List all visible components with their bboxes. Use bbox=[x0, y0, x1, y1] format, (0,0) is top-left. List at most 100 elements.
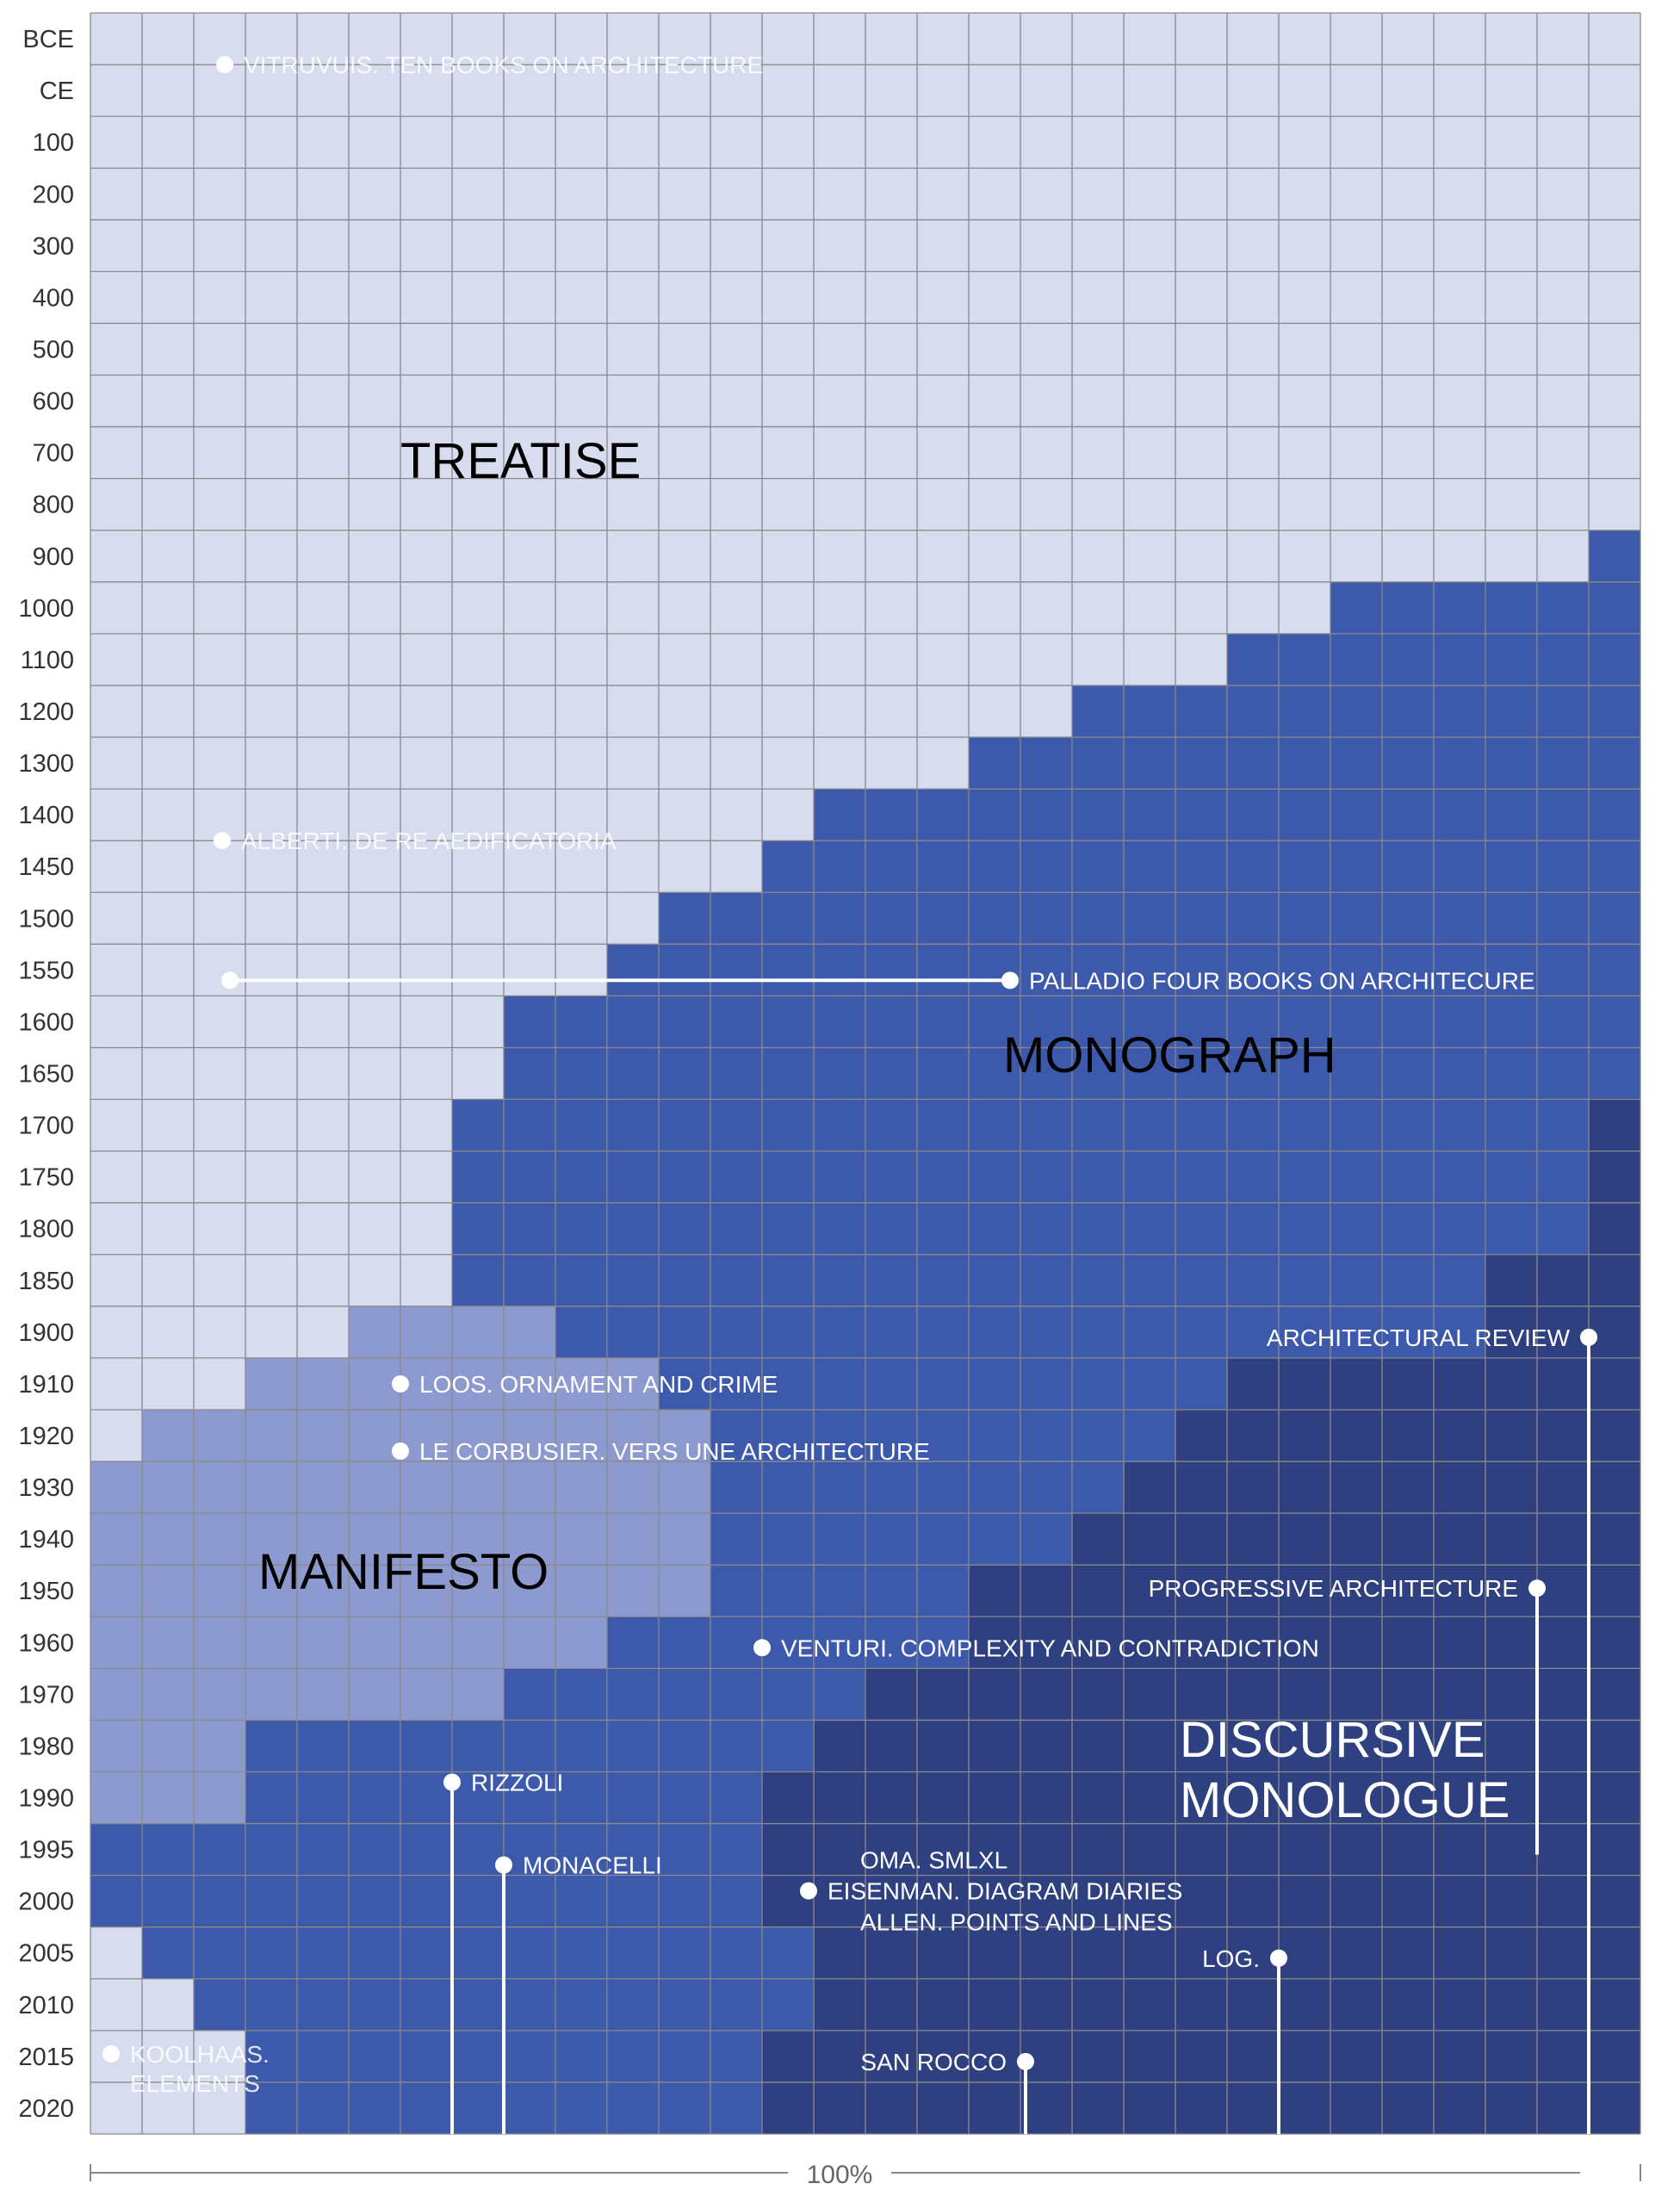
discursive-cell-band-11 bbox=[1589, 1099, 1640, 1151]
annotation-marker bbox=[216, 56, 233, 74]
manifesto-cell-band-16 bbox=[142, 1409, 710, 1462]
y-tick-label: 1850 bbox=[18, 1268, 74, 1295]
annotation-4: LE CORBUSIER. VERS UNE ARCHITECTURE bbox=[392, 1438, 930, 1465]
annotation-8: OMA. SMLXL bbox=[860, 1847, 1007, 1874]
y-tick-label: 1450 bbox=[18, 853, 74, 881]
annotation-2: PALLADIO FOUR BOOKS ON ARCHITECURE bbox=[221, 967, 1535, 994]
treatise-cell-band-7 bbox=[90, 841, 762, 893]
annotation-label: PALLADIO FOUR BOOKS ON ARCHITECURE bbox=[1029, 967, 1535, 994]
monograph-cell-band-7 bbox=[762, 841, 1640, 893]
y-tick-label: 2010 bbox=[18, 1992, 74, 2019]
y-tick-label: 1100 bbox=[21, 647, 74, 674]
annotation-7: MONACELLI bbox=[495, 1852, 662, 2134]
annotation-label: OMA. SMLXL bbox=[860, 1847, 1007, 1874]
region-label-discursive-line2: MONOLOGUE bbox=[1180, 1772, 1510, 1828]
discursive-cell-band-14 bbox=[1485, 1306, 1640, 1358]
treatise-cell-band-14 bbox=[90, 1306, 349, 1358]
discursive-cell-band-18 bbox=[1072, 1513, 1640, 1566]
annotation-label-line2: ELEMENTS bbox=[130, 2070, 260, 2097]
annotation-label: VENTURI. COMPLEXITY AND CONTRADICTION bbox=[781, 1635, 1319, 1661]
y-tick-label: 2005 bbox=[18, 1940, 74, 1968]
annotation-label: ALLEN. POINTS AND LINES bbox=[860, 1909, 1173, 1936]
annotation-marker bbox=[800, 1882, 817, 1900]
annotation-marker bbox=[495, 1856, 512, 1874]
chart-grid bbox=[90, 12, 1641, 2135]
y-tick-label: CE bbox=[40, 78, 74, 105]
annotation-marker bbox=[1270, 1949, 1287, 1967]
manifesto-cell-band-22 bbox=[90, 1720, 245, 1772]
y-tick-label: 800 bbox=[33, 492, 74, 519]
y-tick-label: 100 bbox=[33, 129, 74, 157]
y-tick-label: 1500 bbox=[18, 905, 74, 933]
annotation-marker bbox=[1580, 1328, 1597, 1346]
discursive-cell-band-23 bbox=[762, 1771, 1640, 1824]
y-tick-label: 1700 bbox=[18, 1113, 74, 1140]
y-tick-label: 1940 bbox=[18, 1526, 74, 1554]
treatise-cell-band-11 bbox=[90, 1099, 452, 1151]
annotation-11: ARCHITECTURAL REVIEW bbox=[1267, 1324, 1597, 2134]
annotation-14: SAN ROCCO bbox=[860, 2049, 1034, 2134]
annotation-1: ALBERTI. DE RE AEDIFICATORIA bbox=[214, 828, 617, 854]
y-tick-label: BCE bbox=[22, 26, 74, 53]
treatise-cell-band-5 bbox=[90, 737, 969, 790]
annotation-label: RIZZOLI bbox=[471, 1770, 563, 1796]
y-tick-label: 600 bbox=[33, 388, 74, 416]
y-tick-label: 1900 bbox=[18, 1319, 74, 1347]
y-tick-label: 1800 bbox=[18, 1216, 74, 1244]
treatise-cell-band-15 bbox=[90, 1357, 245, 1410]
annotation-marker bbox=[443, 1773, 461, 1791]
annotation-label: EISENMAN. DIAGRAM DIARIES bbox=[828, 1878, 1182, 1905]
annotation-marker bbox=[214, 832, 231, 850]
x-axis-label: 100% bbox=[807, 2161, 873, 2189]
monograph-cell-band-20 bbox=[607, 1616, 969, 1669]
annotation-marker bbox=[1528, 1579, 1546, 1597]
annotation-label: LOOS. ORNAMENT AND CRIME bbox=[419, 1371, 778, 1398]
monograph-cell-band-8 bbox=[659, 892, 1640, 945]
treatise-cell-band-4 bbox=[90, 685, 1072, 738]
y-tick-label: 1960 bbox=[18, 1629, 74, 1657]
monograph-cell-band-19 bbox=[710, 1565, 969, 1617]
annotation-0: VITRUVUIS. TEN BOOKS ON ARCHITECTURE bbox=[216, 52, 763, 78]
y-tick-label: 2020 bbox=[18, 2095, 74, 2123]
y-tick-label: 1910 bbox=[18, 1371, 74, 1399]
y-tick-label: 1920 bbox=[18, 1423, 74, 1450]
monograph-cell-band-25 bbox=[142, 1926, 814, 1979]
y-axis-tick-labels: BCE CE 100 200 300 400 500 600 700 800 900 1000 1100… bbox=[18, 26, 74, 2123]
annotation-marker bbox=[102, 2044, 120, 2063]
annotation-5: VENTURI. COMPLEXITY AND CONTRADICTION bbox=[753, 1635, 1319, 1661]
y-tick-label: 2015 bbox=[18, 2044, 74, 2071]
annotation-9: EISENMAN. DIAGRAM DIARIES bbox=[800, 1878, 1182, 1905]
annotation-label: KOOLHAAS. bbox=[130, 2041, 270, 2068]
y-tick-label: 1980 bbox=[18, 1733, 74, 1760]
treatise-cell-band-13 bbox=[90, 1254, 452, 1306]
annotation-marker bbox=[1001, 971, 1019, 989]
annotation-6: RIZZOLI bbox=[443, 1770, 563, 2134]
treatise-cell-band-8 bbox=[90, 892, 659, 945]
y-tick-label: 1200 bbox=[18, 698, 74, 726]
annotation-12: PROGRESSIVE ARCHITECTURE bbox=[1149, 1575, 1546, 1855]
y-tick-label: 700 bbox=[33, 440, 74, 468]
y-tick-label: 300 bbox=[33, 233, 74, 260]
discursive-cell-band-20 bbox=[969, 1616, 1640, 1669]
y-tick-label: 1650 bbox=[18, 1061, 74, 1089]
annotation-marker bbox=[1017, 2052, 1034, 2070]
y-tick-label: 2000 bbox=[18, 1889, 74, 1916]
y-tick-label: 1990 bbox=[18, 1785, 74, 1813]
region-label-monograph: MONOGRAPH bbox=[1003, 1027, 1336, 1083]
region-label-treatise: TREATISE bbox=[400, 433, 641, 489]
annotation-label: LOG. bbox=[1202, 1945, 1260, 1972]
annotation-label: VITRUVUIS. TEN BOOKS ON ARCHITECTURE bbox=[244, 52, 763, 78]
annotation-marker bbox=[392, 1442, 409, 1461]
y-tick-label: 1550 bbox=[18, 957, 74, 984]
y-tick-label: 400 bbox=[33, 284, 74, 312]
annotation-label: PROGRESSIVE ARCHITECTURE bbox=[1149, 1575, 1518, 1602]
y-tick-label: 200 bbox=[33, 181, 74, 208]
annotation-marker bbox=[221, 971, 239, 989]
annotation-label: MONACELLI bbox=[523, 1852, 662, 1879]
y-tick-label: 1400 bbox=[18, 802, 74, 829]
treatise-cell-band-16 bbox=[90, 1409, 142, 1462]
annotation-marker bbox=[392, 1374, 409, 1393]
annotation-marker bbox=[753, 1639, 771, 1657]
y-tick-label: 1600 bbox=[18, 1008, 74, 1036]
monograph-cell-band-22 bbox=[245, 1720, 814, 1772]
